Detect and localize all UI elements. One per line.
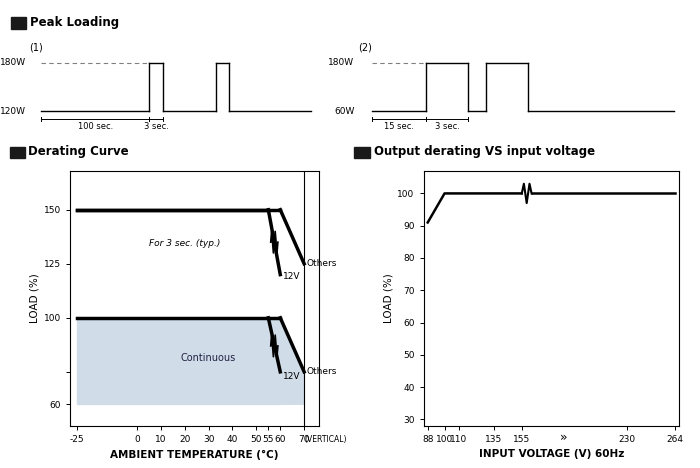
Y-axis label: LOAD (%): LOAD (%): [29, 273, 40, 323]
Text: 12V: 12V: [283, 372, 300, 380]
X-axis label: INPUT VOLTAGE (V) 60Hz: INPUT VOLTAGE (V) 60Hz: [479, 449, 624, 460]
Text: 12V: 12V: [283, 272, 300, 281]
Text: 15 sec.: 15 sec.: [384, 122, 414, 131]
Text: (VERTICAL): (VERTICAL): [304, 434, 346, 444]
Polygon shape: [77, 318, 280, 404]
Text: 100 sec.: 100 sec.: [78, 122, 113, 131]
Text: Peak Loading: Peak Loading: [30, 16, 119, 29]
Polygon shape: [280, 318, 304, 404]
Bar: [354, 146, 370, 158]
Text: For 3 sec. (typ.): For 3 sec. (typ.): [149, 240, 220, 249]
Text: 180W: 180W: [0, 58, 26, 67]
Text: 180W: 180W: [328, 58, 354, 67]
Text: 60W: 60W: [334, 107, 354, 116]
X-axis label: AMBIENT TEMPERATURE (°C): AMBIENT TEMPERATURE (°C): [110, 449, 279, 460]
Text: (2): (2): [358, 42, 372, 52]
Text: 120W: 120W: [0, 107, 26, 116]
Text: 3 sec.: 3 sec.: [144, 122, 169, 131]
Text: Others: Others: [307, 259, 337, 268]
Text: »: »: [560, 431, 568, 444]
Text: Output derating VS input voltage: Output derating VS input voltage: [374, 145, 595, 158]
Text: Derating Curve: Derating Curve: [28, 145, 128, 158]
Bar: [10, 146, 25, 158]
Y-axis label: LOAD (%): LOAD (%): [383, 273, 393, 323]
Text: (1): (1): [29, 42, 43, 52]
Bar: [11, 17, 27, 29]
Text: Others: Others: [307, 367, 337, 376]
Text: Continuous: Continuous: [181, 353, 236, 363]
Text: 3 sec.: 3 sec.: [435, 122, 460, 131]
